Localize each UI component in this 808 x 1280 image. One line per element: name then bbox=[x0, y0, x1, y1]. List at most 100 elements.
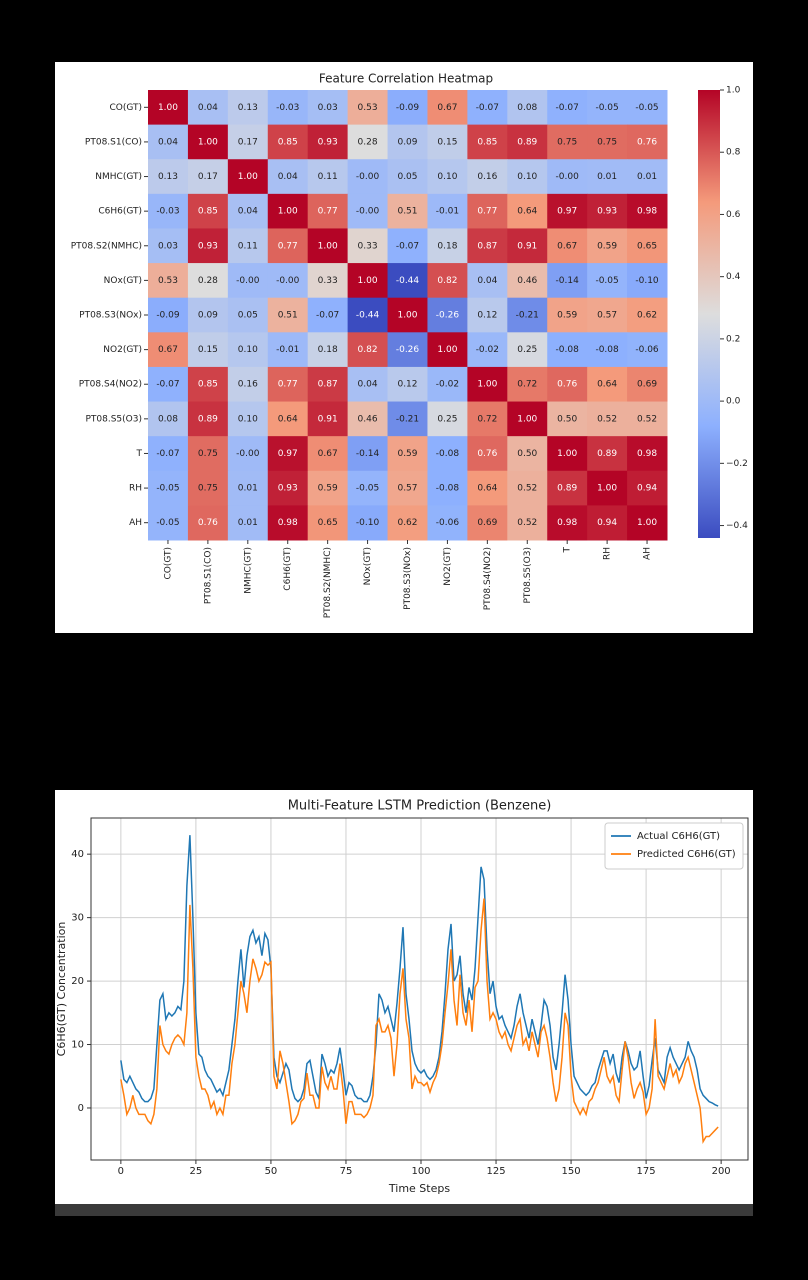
legend-label: Actual C6H6(GT) bbox=[637, 831, 720, 842]
heatmap-cell bbox=[467, 228, 508, 264]
colorbar-tick-label: 0.6 bbox=[726, 210, 741, 220]
heatmap-cell bbox=[467, 297, 508, 333]
cell-label: -0.44 bbox=[396, 276, 420, 286]
series-line bbox=[120, 898, 719, 1144]
heatmap-cell bbox=[307, 228, 349, 264]
heatmap-cell bbox=[627, 332, 668, 368]
heatmap-cell bbox=[547, 470, 588, 506]
heatmap-cell bbox=[547, 159, 588, 195]
heatmap-cell bbox=[427, 263, 468, 299]
cell-label: 0.12 bbox=[477, 311, 497, 321]
cell-label: 0.93 bbox=[597, 207, 617, 217]
cell-label: 0.94 bbox=[597, 518, 617, 528]
heatmap-cell bbox=[627, 505, 668, 541]
heatmap-cell bbox=[148, 297, 189, 333]
cell-label: 0.87 bbox=[318, 380, 338, 390]
heatmap-cell bbox=[347, 124, 389, 160]
cell-label: 0.10 bbox=[517, 172, 537, 182]
cell-label: -0.00 bbox=[356, 172, 380, 182]
cell-label: 0.33 bbox=[358, 241, 378, 251]
heatmap-cell bbox=[627, 159, 668, 195]
cell-label: 0.64 bbox=[597, 380, 617, 390]
cell-label: 0.17 bbox=[198, 172, 218, 182]
heatmap-cell bbox=[427, 470, 468, 506]
x-tick-label: PT08.S5(O3) bbox=[523, 547, 533, 604]
heatmap-cell bbox=[467, 470, 508, 506]
heatmap-cell bbox=[507, 470, 548, 506]
heatmap-cell bbox=[148, 436, 189, 472]
cell-label: -0.06 bbox=[635, 345, 659, 355]
heatmap-cell bbox=[627, 228, 668, 264]
heatmap-cell bbox=[267, 366, 309, 403]
heatmap-cell bbox=[267, 401, 309, 437]
cell-label: -0.44 bbox=[356, 311, 380, 321]
cell-label: 0.82 bbox=[358, 345, 378, 355]
heatmap-cell bbox=[148, 470, 189, 506]
cell-label: -0.10 bbox=[356, 518, 380, 528]
cell-label: 0.57 bbox=[597, 311, 617, 321]
cell-label: 0.82 bbox=[437, 276, 457, 286]
heatmap-cell bbox=[467, 159, 508, 195]
cell-label: 1.00 bbox=[198, 137, 218, 147]
heatmap-cell bbox=[148, 366, 189, 403]
cell-label: -0.05 bbox=[356, 484, 379, 494]
heatmap-cell bbox=[627, 263, 668, 299]
cell-label: 0.25 bbox=[437, 414, 457, 424]
cell-label: 0.01 bbox=[238, 484, 258, 494]
heatmap-cell bbox=[387, 505, 428, 541]
cell-label: 0.77 bbox=[318, 207, 338, 217]
heatmap-cell bbox=[627, 297, 668, 333]
heatmap-cell bbox=[587, 90, 628, 126]
cell-label: 0.62 bbox=[637, 311, 657, 321]
heatmap-cell bbox=[187, 263, 229, 299]
heatmap-cell bbox=[187, 193, 229, 229]
heatmap-cell bbox=[627, 436, 668, 472]
heatmap-cell bbox=[507, 505, 548, 541]
legend-box bbox=[604, 822, 744, 870]
cell-label: 1.00 bbox=[397, 311, 417, 321]
cell-label: 0.52 bbox=[517, 518, 537, 528]
cell-label: -0.08 bbox=[595, 345, 619, 355]
cell-label: 0.11 bbox=[238, 241, 258, 251]
cell-label: 0.09 bbox=[397, 137, 417, 147]
heatmap-cell bbox=[627, 470, 668, 506]
cell-label: 0.53 bbox=[158, 276, 178, 286]
heatmap-cell bbox=[347, 228, 389, 264]
cell-label: 0.75 bbox=[198, 449, 218, 459]
cell-label: 1.00 bbox=[597, 484, 617, 494]
heatmap-cell bbox=[427, 332, 468, 368]
x-tick-label: 50 bbox=[265, 1166, 278, 1177]
y-tick-label: 40 bbox=[71, 849, 84, 860]
cell-label: 0.01 bbox=[238, 518, 258, 528]
cell-label: -0.09 bbox=[396, 103, 420, 113]
x-tick-label: PT08.S3(NOx) bbox=[403, 547, 413, 610]
cell-label: 0.04 bbox=[158, 137, 178, 147]
cell-label: -0.10 bbox=[635, 276, 659, 286]
heatmap-cell bbox=[627, 401, 668, 437]
heatmap-cell bbox=[427, 436, 468, 472]
cell-label: 1.00 bbox=[557, 449, 577, 459]
heatmap-cell bbox=[187, 159, 229, 195]
cell-label: -0.05 bbox=[635, 103, 658, 113]
cell-label: 0.89 bbox=[597, 449, 617, 459]
heatmap-cell bbox=[627, 124, 668, 160]
cell-label: 0.05 bbox=[397, 172, 417, 182]
heatmap-cell bbox=[187, 401, 229, 437]
x-tick-label: 200 bbox=[712, 1166, 731, 1177]
heatmap-cell bbox=[627, 366, 668, 403]
cell-label: 0.64 bbox=[278, 414, 298, 424]
x-tick-label: 150 bbox=[562, 1166, 581, 1177]
x-tick-label: 25 bbox=[190, 1166, 203, 1177]
legend-label: Predicted C6H6(GT) bbox=[637, 849, 736, 860]
cell-label: -0.06 bbox=[436, 518, 460, 528]
heatmap-cell bbox=[547, 297, 588, 333]
cell-label: 0.04 bbox=[278, 172, 298, 182]
heatmap-cell bbox=[507, 332, 548, 368]
cell-label: -0.26 bbox=[436, 311, 460, 321]
heatmap-cell bbox=[227, 90, 269, 126]
cell-label: 1.00 bbox=[437, 345, 457, 355]
cell-label: 0.97 bbox=[278, 449, 298, 459]
heatmap-cell bbox=[427, 124, 468, 160]
heatmap-cell bbox=[227, 505, 269, 541]
cell-label: -0.21 bbox=[396, 414, 419, 424]
